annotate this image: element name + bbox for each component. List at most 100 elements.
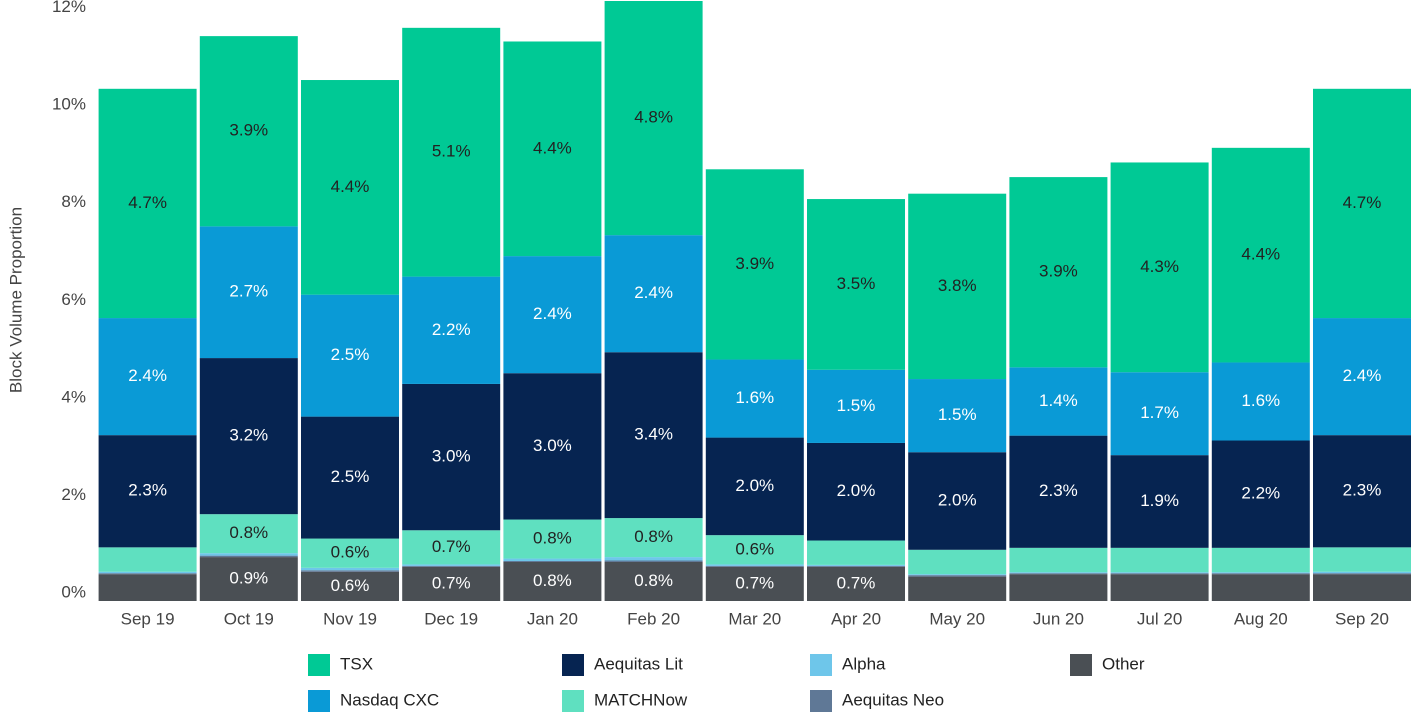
bar-segment <box>1110 573 1209 575</box>
bar-segment <box>807 564 905 566</box>
data-label: 5.1% <box>432 142 471 161</box>
data-label: 3.0% <box>432 447 471 466</box>
data-label: 4.4% <box>331 177 370 196</box>
x-tick-label: Nov 19 <box>323 609 377 628</box>
legend-label: Alpha <box>842 654 886 673</box>
bar-segment <box>1211 362 1310 441</box>
bar-segment <box>604 557 703 561</box>
bar-segment <box>908 379 1007 453</box>
data-label: 0.9% <box>229 569 268 588</box>
data-label: 2.0% <box>735 476 774 495</box>
bar-segment <box>199 36 298 227</box>
bar-segment <box>1313 547 1411 572</box>
bar-segment <box>1313 573 1411 575</box>
x-tick-label: Feb 20 <box>627 609 680 628</box>
bar-segment <box>1009 572 1108 574</box>
bar-segment <box>199 226 298 359</box>
legend-swatch <box>1070 654 1092 676</box>
data-label: 3.5% <box>837 274 876 293</box>
bar-segment <box>301 416 399 539</box>
bar-segment <box>604 352 703 519</box>
bar-segment <box>604 1 703 236</box>
bar-segment <box>1009 547 1108 573</box>
data-label: 2.3% <box>1039 481 1078 500</box>
data-label: 2.4% <box>533 304 572 323</box>
data-label: 0.7% <box>432 537 471 556</box>
bar-segment <box>503 519 602 559</box>
y-tick-label: 6% <box>61 290 86 309</box>
bar-segment <box>199 553 298 556</box>
y-tick-label: 8% <box>61 192 86 211</box>
data-label: 0.7% <box>735 573 774 592</box>
bar-segment <box>1110 162 1209 373</box>
x-tick-label: Mar 20 <box>728 609 781 628</box>
x-tick-label: Sep 19 <box>121 609 175 628</box>
bar-segment <box>199 514 298 554</box>
bar-segment <box>604 235 703 353</box>
data-label: 0.8% <box>229 523 268 542</box>
legend-label: TSX <box>340 654 373 673</box>
x-tick-label: Jun 20 <box>1033 609 1084 628</box>
bar-segment <box>1009 177 1108 368</box>
legend-label: Nasdaq CXC <box>340 690 439 709</box>
data-label: 1.5% <box>938 405 977 424</box>
bar-segment <box>1110 572 1209 574</box>
data-label: 0.7% <box>837 573 876 592</box>
bar-segment <box>1211 547 1310 573</box>
bar-segment <box>1313 435 1411 548</box>
bar-segment <box>1110 547 1209 573</box>
legend-swatch <box>810 654 832 676</box>
data-label: 2.4% <box>634 283 673 302</box>
data-label: 4.7% <box>128 193 167 212</box>
bar-segment <box>908 575 1007 577</box>
data-label: 2.5% <box>331 467 370 486</box>
bar-segment <box>1313 574 1411 601</box>
bar-segment <box>301 538 399 568</box>
bar-segment <box>1211 574 1310 601</box>
bar-segment <box>908 549 1007 575</box>
data-label: 1.4% <box>1039 391 1078 410</box>
bar-segment <box>301 570 399 572</box>
y-axis-label: Block Volume Proportion <box>6 207 25 393</box>
bar-segment <box>98 574 197 601</box>
data-label: 2.5% <box>331 345 370 364</box>
bar-segment <box>402 530 501 565</box>
data-label: 4.7% <box>1343 193 1382 212</box>
bar-segment <box>1009 367 1108 436</box>
bar-segment <box>705 566 804 601</box>
bar-segment <box>705 169 804 360</box>
data-label: 3.8% <box>938 276 977 295</box>
data-label: 2.4% <box>1343 366 1382 385</box>
bar-segment <box>807 566 905 601</box>
data-label: 1.7% <box>1140 403 1179 422</box>
data-label: 3.0% <box>533 436 572 455</box>
bar-segment <box>1211 573 1310 575</box>
bar-segment <box>98 435 197 548</box>
y-tick-label: 10% <box>52 95 86 114</box>
bar-segment <box>705 565 804 567</box>
bar-segment <box>503 561 602 562</box>
bar-segment <box>98 571 197 574</box>
data-label: 2.0% <box>837 481 876 500</box>
legend-swatch <box>810 690 832 712</box>
bar-segment <box>908 452 1007 550</box>
data-label: 3.9% <box>1039 262 1078 281</box>
data-label: 4.4% <box>1241 245 1280 264</box>
data-label: 3.4% <box>634 425 673 444</box>
bar-segment <box>301 294 399 417</box>
bar-segment <box>199 555 298 558</box>
bar-segment <box>98 318 197 436</box>
data-label: 1.6% <box>735 388 774 407</box>
bar-segment <box>1211 147 1310 363</box>
data-label: 2.3% <box>1343 481 1382 500</box>
bar-segment <box>807 369 905 443</box>
bar-segment <box>705 535 804 565</box>
data-label: 0.8% <box>634 527 673 546</box>
bar-segment <box>503 561 602 601</box>
legend-swatch <box>308 690 330 712</box>
data-label: 2.4% <box>128 366 167 385</box>
bar-segment <box>301 571 399 601</box>
data-label: 0.7% <box>432 573 471 592</box>
bar-segment <box>705 437 804 536</box>
